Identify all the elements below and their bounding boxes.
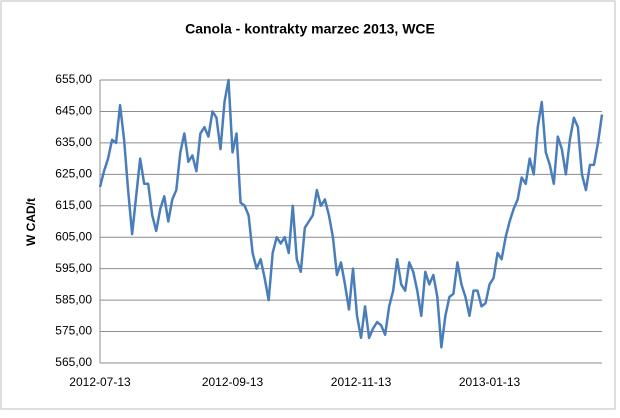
x-tick-label: 2013-01-13 <box>459 375 521 389</box>
price-line <box>98 78 604 349</box>
y-tick-label: 645,00 <box>55 104 92 118</box>
y-tick-label: 565,00 <box>55 355 92 369</box>
y-axis-label: W CAD/t <box>24 198 38 246</box>
y-tick-label: 605,00 <box>55 229 92 243</box>
y-tick-label: 655,00 <box>55 72 92 86</box>
x-tick-label: 2012-07-13 <box>69 375 131 389</box>
y-tick-label: 595,00 <box>55 261 92 275</box>
x-tick-label: 2012-11-13 <box>331 375 392 389</box>
y-tick-label: 575,00 <box>55 324 92 338</box>
x-tick-label: 2012-09-13 <box>202 375 264 389</box>
chart-title: Canola - kontrakty marzec 2013, WCE <box>185 21 435 37</box>
y-tick-label: 625,00 <box>55 167 92 181</box>
y-tick-label: 585,00 <box>55 292 92 306</box>
chart-frame <box>0 0 616 410</box>
y-tick-label: 635,00 <box>55 135 92 149</box>
y-tick-label: 615,00 <box>55 198 92 212</box>
